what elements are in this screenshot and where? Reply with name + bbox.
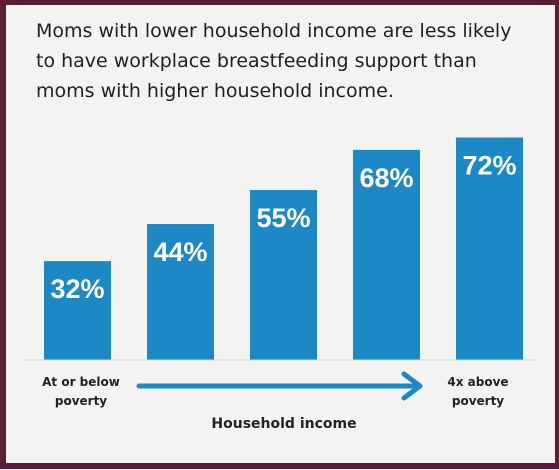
x-axis-left-label-line-2: poverty [55,394,107,408]
bar-3 [250,190,317,360]
bars-group: 32% 44% 55% 68% 72% [44,137,523,360]
bar-value-label-5: 72% [462,151,516,181]
bar-value-label-1: 32% [50,274,104,304]
x-axis-left-label-line-1: At or below [42,375,120,389]
bar-5 [456,137,523,360]
bar-4 [353,149,420,360]
title-line-2: to have workplace breastfeeding support … [36,50,477,72]
bar-value-label-2: 44% [153,237,207,267]
bar-chart: 32% 44% 55% 68% 72% At or below poverty 4x a… [26,137,536,432]
x-axis-right-label-line-2: poverty [452,394,504,408]
title-line-3: moms with higher household income. [36,80,394,102]
arrow-head [401,371,423,401]
chart-title: Moms with lower household income are les… [36,16,536,106]
bar-1 [44,261,111,360]
x-axis-title: Household income [211,416,356,432]
household-income-arrow [136,371,423,401]
bar-2 [147,224,214,360]
bar-value-label-3: 55% [256,203,310,233]
title-line-1: Moms with lower household income are les… [36,20,512,42]
bar-value-label-4: 68% [359,163,413,193]
x-axis-right-label-line-1: 4x above [447,375,508,389]
